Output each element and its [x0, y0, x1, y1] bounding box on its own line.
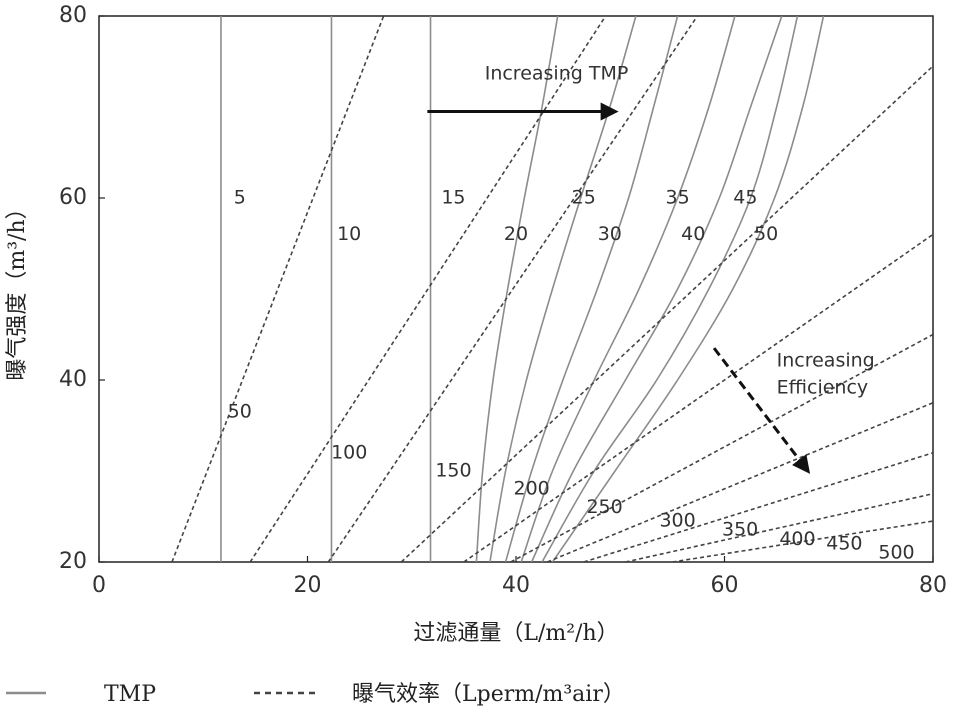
x-tick-label-0: 0	[92, 573, 106, 598]
y-tick-label-20: 20	[59, 549, 87, 574]
efficiency-line-250	[463, 233, 933, 562]
tmp-line-45	[541, 16, 799, 562]
tmp-line-30	[504, 16, 679, 562]
tmp-line-35	[520, 16, 736, 562]
y-tick-label-40: 40	[59, 367, 87, 392]
x-tick-label-60: 60	[711, 573, 739, 598]
tmp-label-50: 50	[754, 223, 778, 245]
x-tick-label-80: 80	[919, 573, 947, 598]
annotation-increasing: Increasing	[777, 349, 875, 371]
efficiency-line-200	[400, 65, 933, 562]
y-tick-label-80: 80	[59, 3, 87, 28]
annotation-group: Increasing TMP Increasing Efficiency	[427, 63, 875, 474]
tmp-label-10: 10	[337, 223, 361, 245]
tmp-label-45: 45	[733, 187, 757, 209]
efficiency-label-150: 150	[435, 460, 471, 482]
tmp-label-40: 40	[681, 223, 705, 245]
efficiency-line-450	[625, 492, 933, 562]
x-tick-label-20: 20	[294, 573, 322, 598]
annotation-efficiency: Efficiency	[777, 377, 869, 399]
efficiency-line-100	[249, 16, 607, 562]
efficiency-label-100: 100	[331, 441, 367, 463]
efficiency-label-300: 300	[659, 510, 695, 532]
x-tick-label-40: 40	[502, 573, 530, 598]
efficiency-line-300	[510, 333, 933, 562]
tmp-label-5: 5	[234, 187, 246, 209]
efficiency-line-500	[672, 520, 933, 562]
tmp-line-50	[551, 16, 825, 562]
legend-efficiency-label: 曝气效率（Lperm/m³air）	[352, 682, 625, 707]
efficiency-line-50	[171, 16, 385, 562]
annotation-increasing-tmp: Increasing TMP	[485, 63, 629, 85]
tmp-label-35: 35	[665, 187, 689, 209]
efficiency-series-group	[171, 16, 933, 562]
x-axis-title: 过滤通量（L/m²/h）	[413, 621, 618, 646]
efficiency-label-250: 250	[586, 496, 622, 518]
efficiency-label-400: 400	[779, 528, 815, 550]
tmp-label-15: 15	[441, 187, 465, 209]
legend: TMP 曝气效率（Lperm/m³air）	[6, 682, 625, 707]
efficiency-label-350: 350	[722, 519, 758, 541]
y-axis-title: 曝气强度（m³/h）	[5, 197, 30, 380]
efficiency-label-450: 450	[826, 532, 862, 554]
tmp-label-30: 30	[598, 223, 622, 245]
efficiency-line-150	[327, 16, 699, 562]
tmp-line-40	[530, 16, 783, 562]
efficiency-line-400	[583, 452, 933, 562]
increasing-efficiency-arrow	[712, 347, 811, 474]
efficiency-label-500: 500	[878, 541, 914, 563]
tmp-line-25	[489, 16, 637, 562]
efficiency-label-200: 200	[514, 478, 550, 500]
tmp-line-20	[475, 16, 559, 562]
efficiency-label-50: 50	[228, 400, 252, 422]
legend-tmp-label: TMP	[104, 682, 156, 707]
tmp-label-25: 25	[572, 187, 596, 209]
y-tick-label-60: 60	[59, 185, 87, 210]
tmp-label-20: 20	[504, 223, 528, 245]
